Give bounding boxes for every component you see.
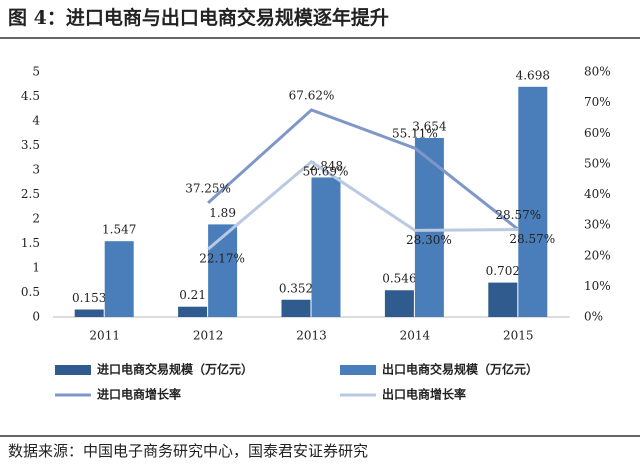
bar <box>414 137 444 317</box>
line-label: 67.62% <box>289 88 335 102</box>
x-tick-label: 2015 <box>503 329 534 343</box>
y-tick-label: 2.5 <box>21 187 40 201</box>
y2-tick-label: 30% <box>584 218 611 232</box>
legend-swatch <box>340 365 376 375</box>
y2-tick-label: 60% <box>584 126 611 140</box>
y-tick-label: 0 <box>32 310 40 324</box>
y-tick-label: 3 <box>32 163 40 177</box>
y-tick-label: 0.5 <box>21 285 40 299</box>
legend-swatch <box>55 365 91 375</box>
source: 数据来源：中国电子商务研究中心，国泰君安证券研究 <box>8 442 368 460</box>
y2-tick-label: 10% <box>584 279 611 293</box>
bar <box>488 282 518 317</box>
line-label: 22.17% <box>199 252 245 266</box>
line <box>207 108 520 231</box>
bar <box>178 306 208 317</box>
y-tick-label: 2 <box>32 212 40 226</box>
bar <box>518 86 548 317</box>
bar <box>208 224 238 317</box>
legend-label: 出口电商增长率 <box>382 387 466 402</box>
bar-label: 0.702 <box>486 264 520 278</box>
x-tick-label: 2014 <box>400 329 431 343</box>
y-tick-label: 1 <box>32 261 40 275</box>
line-label: 28.30% <box>406 233 452 247</box>
bar-label: 2.848 <box>309 159 343 173</box>
line-label: 28.57% <box>495 208 541 222</box>
y2-tick-label: 50% <box>584 156 611 170</box>
x-tick-label: 2011 <box>89 329 120 343</box>
legend-label: 进口电商增长率 <box>97 387 181 402</box>
bar-label: 0.546 <box>382 272 416 286</box>
y-tick-label: 4.5 <box>21 89 40 103</box>
line-label: 37.25% <box>185 181 231 195</box>
y-tick-label: 3.5 <box>21 138 40 152</box>
y-tick-label: 5 <box>32 65 40 79</box>
bar-label: 1.547 <box>102 223 136 237</box>
bar-label: 4.698 <box>516 68 550 82</box>
y2-tick-label: 70% <box>584 95 611 109</box>
line <box>207 159 519 251</box>
y2-tick-label: 20% <box>584 248 611 262</box>
bar-label: 3.654 <box>412 119 447 133</box>
y2-tick-label: 0% <box>584 310 603 324</box>
y2-tick-label: 80% <box>584 65 611 79</box>
bar <box>281 299 311 317</box>
y-tick-label: 4 <box>32 114 40 128</box>
bar-label: 0.21 <box>179 288 206 302</box>
line-label: 55.11% <box>392 127 438 141</box>
x-tick-label: 2012 <box>193 329 224 343</box>
bar-label: 0.352 <box>279 281 313 295</box>
line-label: 50.69% <box>303 164 349 178</box>
y2-tick-label: 40% <box>584 187 611 201</box>
bar <box>384 290 414 317</box>
bar <box>74 309 104 317</box>
bar <box>104 241 134 317</box>
y-tick-label: 1.5 <box>21 236 40 250</box>
x-tick-label: 2013 <box>296 329 327 343</box>
legend-label: 出口电商交易规模（万亿元） <box>382 362 538 377</box>
bar-label: 0.153 <box>72 291 106 305</box>
line-label: 28.57% <box>509 232 555 246</box>
bar-label: 1.89 <box>209 206 236 220</box>
chart-title: 图 4：进口电商与出口电商交易规模逐年提升 <box>8 6 389 29</box>
bar <box>311 177 341 317</box>
legend-label: 进口电商交易规模（万亿元） <box>97 362 253 377</box>
